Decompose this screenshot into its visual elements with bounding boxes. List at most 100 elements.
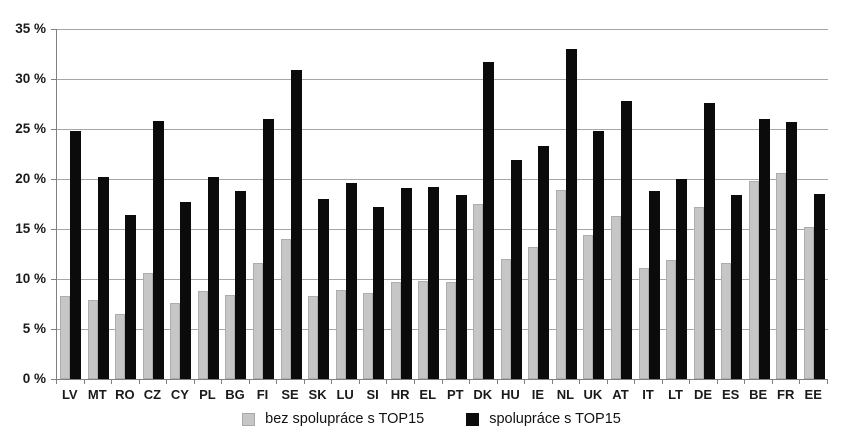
legend-label-series0: bez spolupráce s TOP15 <box>265 411 425 427</box>
x-axis-tick <box>634 380 636 384</box>
legend-swatch-black <box>466 412 480 426</box>
x-axis-tick <box>138 380 140 384</box>
gridline <box>57 79 828 80</box>
y-axis-label: 30 % <box>15 71 46 86</box>
x-axis-label-ie: IE <box>531 387 544 402</box>
bar-cz-gray <box>142 273 153 379</box>
y-axis-tick <box>51 79 56 80</box>
x-axis-label-lu: LU <box>336 387 354 402</box>
bar-cz-black <box>152 121 164 379</box>
bar-se-gray <box>280 239 291 379</box>
x-axis-tick <box>579 380 581 384</box>
bar-mt-gray <box>87 300 98 379</box>
x-axis-tick <box>827 380 828 384</box>
x-axis-label-at: AT <box>612 387 629 402</box>
x-axis-label-el: EL <box>419 387 437 402</box>
x-axis-tick <box>661 380 663 384</box>
bar-nl-gray <box>555 190 566 379</box>
x-axis-tick <box>276 380 278 384</box>
bar-el-black <box>428 187 440 379</box>
bar-pt-black <box>455 195 467 379</box>
x-axis-label-si: SI <box>366 387 379 402</box>
y-axis-label: 20 % <box>15 171 46 186</box>
x-axis-tick <box>689 380 691 384</box>
y-axis-label: 0 % <box>22 371 46 386</box>
bar-si-black <box>373 207 385 379</box>
legend: bez spolupráce s TOP15 spolupráce s TOP1… <box>0 407 863 431</box>
x-axis-label-es: ES <box>721 387 740 402</box>
x-axis-tick <box>496 380 498 384</box>
x-axis-label-pl: PL <box>199 387 216 402</box>
x-axis-tick <box>413 380 415 384</box>
bar-ee-black <box>813 194 825 379</box>
legend-label-series1: spolupráce s TOP15 <box>489 411 621 427</box>
bar-fr-black <box>786 122 798 379</box>
bar-be-gray <box>748 181 759 379</box>
y-axis-tick <box>51 329 56 330</box>
bar-sk-gray <box>308 296 319 379</box>
x-axis-tick <box>799 380 801 384</box>
bar-cy-gray <box>170 303 181 379</box>
legend-swatch-gray <box>242 412 256 426</box>
x-axis-tick <box>386 380 388 384</box>
bar-hu-gray <box>500 259 511 379</box>
bar-el-gray <box>418 281 429 379</box>
x-axis-tick <box>83 380 85 384</box>
x-axis-tick <box>331 380 333 384</box>
bar-fr-gray <box>776 173 787 379</box>
bar-hu-black <box>510 160 522 379</box>
bar-ee-gray <box>803 227 814 379</box>
gridline <box>57 179 828 180</box>
bar-pl-gray <box>197 291 208 379</box>
x-axis-label-dk: DK <box>473 387 493 402</box>
gridline <box>57 129 828 130</box>
x-axis-label-it: IT <box>642 387 654 402</box>
bar-lu-gray <box>335 290 346 379</box>
bar-uk-black <box>593 131 605 379</box>
bar-pl-black <box>207 177 219 379</box>
bar-hr-gray <box>390 282 401 379</box>
y-axis-tick <box>51 179 56 180</box>
bar-se-black <box>290 70 302 379</box>
y-axis-tick <box>51 229 56 230</box>
x-axis-label-cy: CY <box>170 387 189 402</box>
x-axis-tick <box>166 380 168 384</box>
bar-fi-gray <box>253 263 264 379</box>
bar-dk-black <box>483 62 495 379</box>
bar-at-black <box>620 101 632 379</box>
bar-lu-black <box>345 183 357 379</box>
y-axis-label: 10 % <box>15 271 46 286</box>
bar-it-gray <box>638 268 649 379</box>
x-axis-label-nl: NL <box>556 387 575 402</box>
x-axis-label-lt: LT <box>668 387 683 402</box>
bar-de-black <box>703 103 715 379</box>
x-axis-tick <box>716 380 718 384</box>
gridline <box>57 329 828 330</box>
bar-dk-gray <box>473 204 484 379</box>
x-axis-tick <box>56 380 57 384</box>
bar-sk-black <box>318 199 330 379</box>
bar-lt-gray <box>666 260 677 379</box>
x-axis-label-hu: HU <box>500 387 520 402</box>
x-axis-label-cz: CZ <box>143 387 162 402</box>
bar-bg-gray <box>225 295 236 379</box>
bar-mt-black <box>97 177 109 379</box>
y-axis-tick <box>51 379 56 380</box>
y-axis-label: 15 % <box>15 221 46 236</box>
x-axis-tick <box>111 380 113 384</box>
x-axis-label-bg: BG <box>225 387 245 402</box>
bar-lt-black <box>676 179 688 379</box>
x-axis-tick <box>524 380 526 384</box>
gridline <box>57 29 828 30</box>
bar-es-black <box>731 195 743 379</box>
bar-at-gray <box>610 216 621 379</box>
x-axis-label-hr: HR <box>390 387 410 402</box>
y-axis-tick <box>51 29 56 30</box>
bar-pt-gray <box>445 282 456 379</box>
bar-hr-black <box>400 188 412 379</box>
bar-nl-black <box>565 49 577 379</box>
x-axis-label-uk: UK <box>583 387 603 402</box>
gridline <box>57 229 828 230</box>
x-axis-label-de: DE <box>694 387 713 402</box>
